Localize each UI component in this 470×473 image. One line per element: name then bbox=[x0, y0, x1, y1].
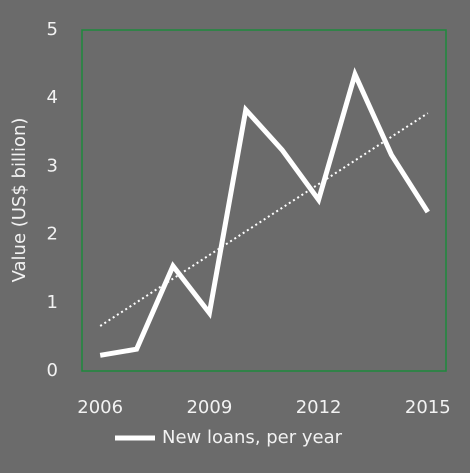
y-tick-label: 3 bbox=[47, 155, 58, 176]
data-line bbox=[99, 67, 430, 358]
y-tick-label: 2 bbox=[47, 224, 58, 245]
y-tick-label: 5 bbox=[47, 19, 58, 40]
x-tick-label: 2015 bbox=[405, 397, 451, 418]
plot-frame bbox=[81, 29, 447, 372]
y-tick-label: 4 bbox=[47, 87, 58, 108]
x-tick-label: 2006 bbox=[77, 397, 123, 418]
x-tick-label: 2009 bbox=[186, 397, 232, 418]
y-tick-label: 1 bbox=[47, 292, 58, 313]
y-tick-label: 0 bbox=[47, 360, 58, 381]
x-tick-label: 2012 bbox=[296, 397, 342, 418]
legend-label: New loans, per year bbox=[162, 427, 343, 448]
trendline bbox=[99, 112, 429, 327]
y-axis-label: Value (US$ billion) bbox=[9, 118, 30, 283]
